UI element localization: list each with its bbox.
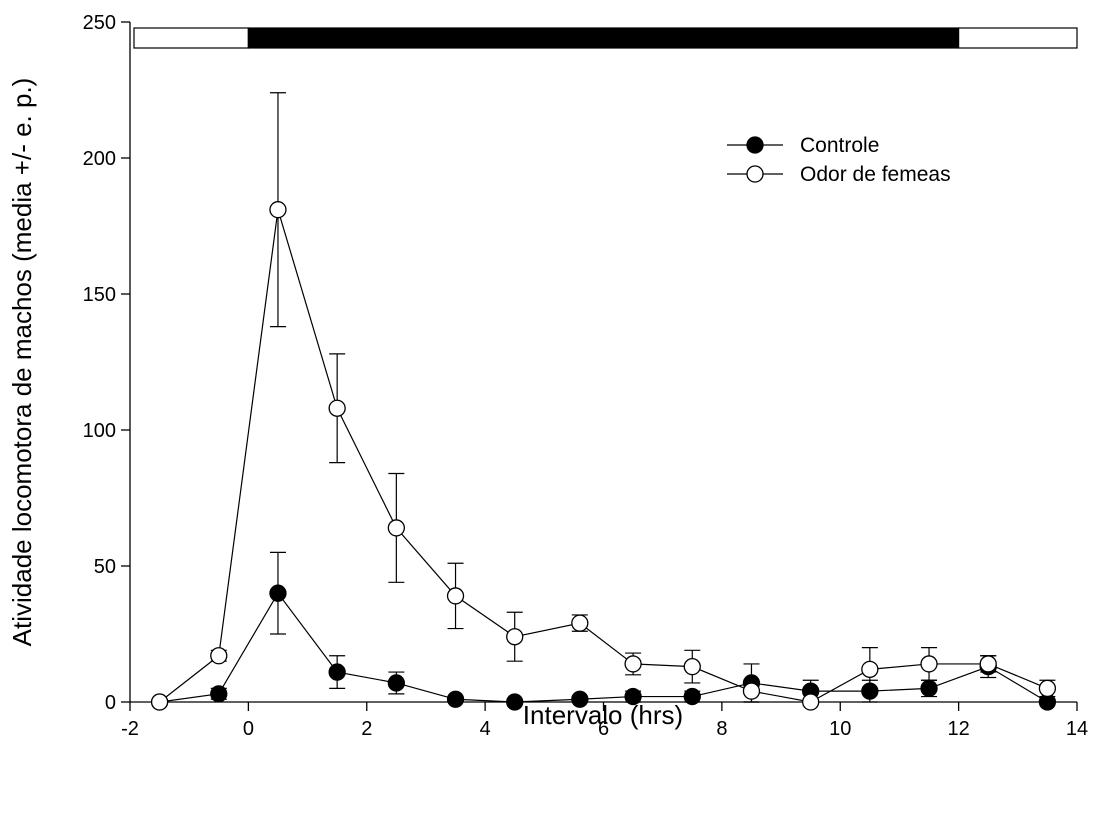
data-point xyxy=(624,687,642,706)
bar-segment-dark-1 xyxy=(247,27,960,49)
legend-marker xyxy=(746,165,764,183)
data-point xyxy=(920,679,938,698)
legend-label: Controle xyxy=(800,134,879,157)
data-point xyxy=(269,584,287,602)
series-lines xyxy=(159,209,1048,703)
data-point xyxy=(1038,679,1057,698)
data-point xyxy=(683,657,701,676)
data-point xyxy=(571,690,589,708)
x-tick-label: 12 xyxy=(948,718,970,740)
y-axis-title: Atividade locomotora de machos (media +/… xyxy=(7,78,37,647)
data-point xyxy=(446,587,465,605)
legend-marker xyxy=(746,136,764,154)
bar-segment-light-0 xyxy=(133,27,249,49)
data-point xyxy=(506,693,524,711)
y-tick-label: 0 xyxy=(105,692,116,714)
x-tick-label: 2 xyxy=(361,718,372,740)
bar-segment-light-2 xyxy=(958,27,1078,49)
data-point xyxy=(683,687,701,706)
data-point xyxy=(446,690,465,708)
data-point xyxy=(979,655,997,673)
y-tick-label: 50 xyxy=(94,556,116,578)
data-point xyxy=(269,201,287,219)
x-axis-title: Intervalo (hrs) xyxy=(523,700,683,730)
x-tick-label: 14 xyxy=(1066,718,1088,740)
legend-label: Odor de femeas xyxy=(800,163,951,186)
series-line-1 xyxy=(159,209,1048,703)
y-tick-label: 200 xyxy=(83,148,116,170)
data-point xyxy=(571,614,589,632)
x-tick-label: 10 xyxy=(829,718,851,740)
series-line-0 xyxy=(159,592,1048,703)
data-points xyxy=(150,201,1057,711)
data-point xyxy=(920,655,938,673)
x-tick-label: -2 xyxy=(121,718,139,740)
x-tick-label: 8 xyxy=(716,718,727,740)
light-dark-bar xyxy=(133,27,1078,49)
data-point xyxy=(506,628,524,646)
data-point xyxy=(624,655,642,673)
y-tick-label: 100 xyxy=(83,420,116,442)
data-point xyxy=(387,674,405,692)
data-point xyxy=(210,647,228,665)
legend: Controle Odor de femeas xyxy=(727,134,951,186)
data-point xyxy=(210,685,228,703)
data-point xyxy=(150,693,169,711)
y-tick-label: 150 xyxy=(83,284,116,306)
data-point xyxy=(328,663,346,681)
data-point xyxy=(802,693,820,711)
data-point xyxy=(387,519,405,537)
data-point xyxy=(742,682,761,700)
axes xyxy=(121,21,1078,711)
data-point xyxy=(861,682,879,700)
data-point xyxy=(328,399,346,417)
x-tick-label: 0 xyxy=(243,718,254,740)
x-tick-label: 6 xyxy=(598,718,609,740)
data-point xyxy=(861,660,879,679)
x-tick-label: 4 xyxy=(480,718,491,740)
y-tick-label: 250 xyxy=(83,12,116,34)
